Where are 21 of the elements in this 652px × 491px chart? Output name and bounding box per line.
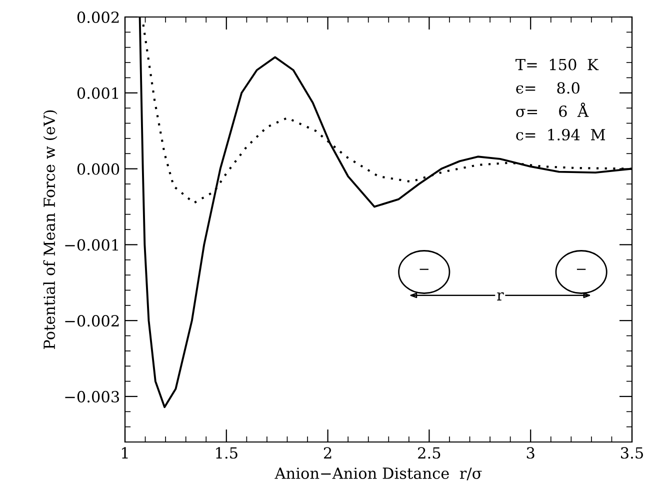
x-tick-label: 2.5 — [418, 447, 440, 459]
y-tick-label: −0.003 — [65, 390, 120, 402]
annotation: T= 150 K — [516, 58, 599, 70]
annotation: − — [576, 268, 586, 270]
y-tick-label: 0.002 — [77, 11, 119, 24]
annotation: ϵ= 8.0 — [516, 82, 580, 94]
x-tick-label: 3 — [526, 447, 534, 459]
x-tick-label: 3.5 — [621, 447, 643, 459]
y-tick-label: −0.002 — [65, 315, 119, 327]
y-tick-label: 0.001 — [77, 87, 118, 99]
x-tick-label: 1.5 — [216, 447, 238, 459]
x-axis-title: Anion−Anion Distance r/σ — [274, 468, 482, 480]
y-tick-label: −0.001 — [65, 239, 118, 251]
annotation: c= 1.94 M — [516, 128, 606, 140]
y-axis-title: Potential of Mean Force w (eV) — [43, 110, 58, 349]
x-tick-label: 2 — [324, 447, 332, 458]
x-tick-label: 1 — [122, 447, 128, 458]
y-tick-label: 0.000 — [77, 163, 120, 175]
annotation: σ= 6 Å — [516, 102, 589, 118]
annotation: − — [420, 268, 428, 270]
annotation: r — [497, 292, 504, 300]
